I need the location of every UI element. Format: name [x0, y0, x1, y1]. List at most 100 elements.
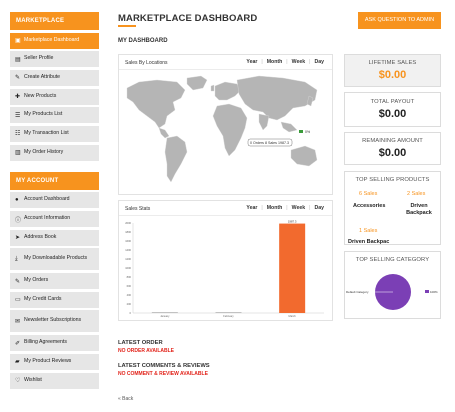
- envelope-icon: ✉: [15, 318, 21, 325]
- top-selling-products-card: TOP SELLING PRODUCTS 6 Sales Accessories…: [344, 171, 441, 245]
- tab-month[interactable]: Month: [266, 59, 283, 65]
- sidebar-item-label: My Order History: [24, 148, 64, 155]
- sidebar-item-create-attribute[interactable]: ✎ Create Attribute: [10, 69, 99, 86]
- sidebar-item-label: Account Information: [24, 215, 71, 222]
- ask-question-button[interactable]: ASK QUESTION TO ADMIN: [358, 12, 441, 29]
- tab-month[interactable]: Month: [266, 205, 283, 211]
- page-title: MARKETPLACE DASHBOARD: [118, 13, 258, 24]
- sidebar-item-my-product-reviews[interactable]: ▰ My Product Reviews: [10, 353, 99, 370]
- map-asia: [236, 75, 318, 121]
- y-tick-label: 400: [127, 293, 132, 297]
- pencil-icon: ✐: [15, 340, 21, 347]
- sidebar: MARKETPLACE ▣ Marketplace Dashboard ▤ Selle…: [10, 12, 99, 389]
- y-tick-label: 600: [127, 284, 132, 288]
- tab-day[interactable]: Day: [314, 205, 324, 211]
- map-japan: [306, 95, 314, 107]
- lifetime-sales-card: LIFETIME SALES $0.00: [344, 54, 441, 87]
- sales-stats-panel: Sales Stats Year | Month | Week | Day 2000 1…: [118, 200, 333, 321]
- map-tooltip-text: 0 Orders 8 Sales 1987.3: [250, 141, 289, 145]
- sidebar-item-label: Billing Agreements: [24, 339, 67, 346]
- back-link[interactable]: « Back: [118, 396, 134, 402]
- sidebar-item-account-information[interactable]: ⓘ Account Information: [10, 211, 99, 227]
- sidebar-item-seller-profile[interactable]: ▤ Seller Profile: [10, 51, 99, 68]
- y-tick-label: 1200: [125, 257, 131, 261]
- y-tick-label: 800: [127, 275, 132, 279]
- map-north-america: [126, 79, 186, 129]
- sidebar-item-label: My Orders: [24, 277, 49, 284]
- sidebar-item-my-credit-cards[interactable]: ▭ My Credit Cards: [10, 291, 99, 308]
- x-tick-label: January: [160, 314, 170, 318]
- sales-stats-chart: 2000180016001400120010008006004002000Jan…: [125, 220, 324, 318]
- map-central-america: [158, 127, 170, 139]
- bar-data-label: 1987.3: [288, 220, 297, 224]
- bar-january[interactable]: [151, 312, 178, 313]
- edit-icon: ✎: [15, 75, 21, 82]
- product-name[interactable]: Driven Backpac: [348, 239, 390, 245]
- sidebar-item-my-products-list[interactable]: ☰ My Products List: [10, 107, 99, 124]
- no-order-message: NO ORDER AVAILABLE: [118, 348, 175, 354]
- sidebar-item-my-downloadable-products[interactable]: ⤓ My Downloadable Products: [10, 248, 99, 271]
- map-legend-swatch: [299, 130, 303, 133]
- tab-week[interactable]: Week: [291, 205, 306, 211]
- y-tick-label: 1800: [125, 230, 131, 234]
- sidebar-item-new-products[interactable]: ✚ New Products: [10, 88, 99, 105]
- sidebar-item-label: My Product Reviews: [24, 357, 72, 364]
- map-se-asia: [280, 121, 298, 133]
- y-tick-label: 1000: [125, 266, 131, 270]
- sidebar-item-wishlist[interactable]: ♡ Wishlist: [10, 372, 99, 389]
- map-uk: [210, 84, 215, 92]
- sidebar-item-my-order-history[interactable]: ▥ My Order History: [10, 144, 99, 161]
- top-selling-products-label: TOP SELLING PRODUCTS: [355, 177, 430, 183]
- product-name[interactable]: Driven Backpack: [406, 203, 432, 216]
- map-legend-label: 0%: [305, 130, 310, 134]
- y-tick-label: 200: [127, 302, 132, 306]
- sidebar-item-label: My Products List: [24, 111, 63, 118]
- pie-legend-label: 100%: [430, 290, 438, 294]
- remaining-amount-label: REMAINING AMOUNT: [362, 138, 423, 144]
- product-sales-count: 1 Sales: [359, 228, 378, 234]
- latest-order-heading: LATEST ORDER: [118, 340, 163, 346]
- map-europe: [214, 81, 242, 101]
- tab-day[interactable]: Day: [314, 59, 324, 65]
- sidebar-item-billing-agreements[interactable]: ✐ Billing Agreements: [10, 335, 99, 352]
- x-tick-label: February: [223, 314, 234, 318]
- stats-range-tabs: Year | Month | Week | Day: [242, 205, 328, 211]
- lifetime-sales-label: LIFETIME SALES: [368, 60, 417, 66]
- marketplace-header: MARKETPLACE: [10, 12, 99, 30]
- map-range-tabs: Year | Month | Week | Day: [242, 59, 328, 65]
- bar-march[interactable]: [279, 223, 306, 313]
- sidebar-item-newsletter-subscriptions[interactable]: ✉ Newsletter Subscriptions: [10, 310, 99, 333]
- my-account-header: MY ACCOUNT: [10, 171, 99, 190]
- sidebar-item-my-orders[interactable]: ✎ My Orders: [10, 273, 99, 290]
- sidebar-item-account-dashboard[interactable]: ● Account Dashboard: [10, 192, 99, 209]
- product-sales-count: 6 Sales: [359, 191, 378, 197]
- map-india: [258, 113, 270, 131]
- list-icon: ☷: [15, 131, 21, 138]
- sales-by-location-title: Sales By Locations: [125, 60, 168, 66]
- tab-year[interactable]: Year: [246, 205, 258, 211]
- product-sales-count: 2 Sales: [407, 191, 426, 197]
- x-tick-label: March: [289, 314, 297, 318]
- remaining-amount-card: REMAINING AMOUNT $0.00: [344, 132, 441, 165]
- sales-stats-title: Sales Stats: [125, 206, 151, 212]
- tab-year[interactable]: Year: [246, 59, 258, 65]
- sidebar-item-my-transaction-list[interactable]: ☷ My Transaction List: [10, 125, 99, 142]
- tab-week[interactable]: Week: [291, 59, 306, 65]
- top-selling-category-card: TOP SELLING CATEGORY Default Category 100…: [344, 251, 441, 319]
- product-name[interactable]: Accessories: [353, 203, 386, 209]
- list-icon: ☰: [15, 112, 21, 119]
- map-australia: [290, 145, 318, 167]
- sidebar-item-marketplace-dashboard[interactable]: ▣ Marketplace Dashboard: [10, 32, 99, 49]
- no-review-message: NO COMMENT & REVIEW AVAILABLE: [118, 371, 208, 377]
- sidebar-item-address-book[interactable]: ➤ Address Book: [10, 229, 99, 246]
- heart-icon: ♡: [15, 378, 21, 384]
- bar-february[interactable]: [215, 312, 242, 313]
- remaining-amount-value: $0.00: [378, 147, 407, 159]
- y-tick-label: 1600: [125, 239, 131, 243]
- user-icon: ●: [15, 197, 19, 204]
- latest-reviews-heading: LATEST COMMENTS & REVIEWS: [118, 363, 210, 369]
- total-payout-card: TOTAL PAYOUT $0.00: [344, 92, 441, 127]
- total-payout-value: $0.00: [378, 108, 407, 120]
- world-map[interactable]: 0 Orders 8 Sales 1987.3 0%: [119, 70, 334, 195]
- total-payout-label: TOTAL PAYOUT: [370, 99, 415, 105]
